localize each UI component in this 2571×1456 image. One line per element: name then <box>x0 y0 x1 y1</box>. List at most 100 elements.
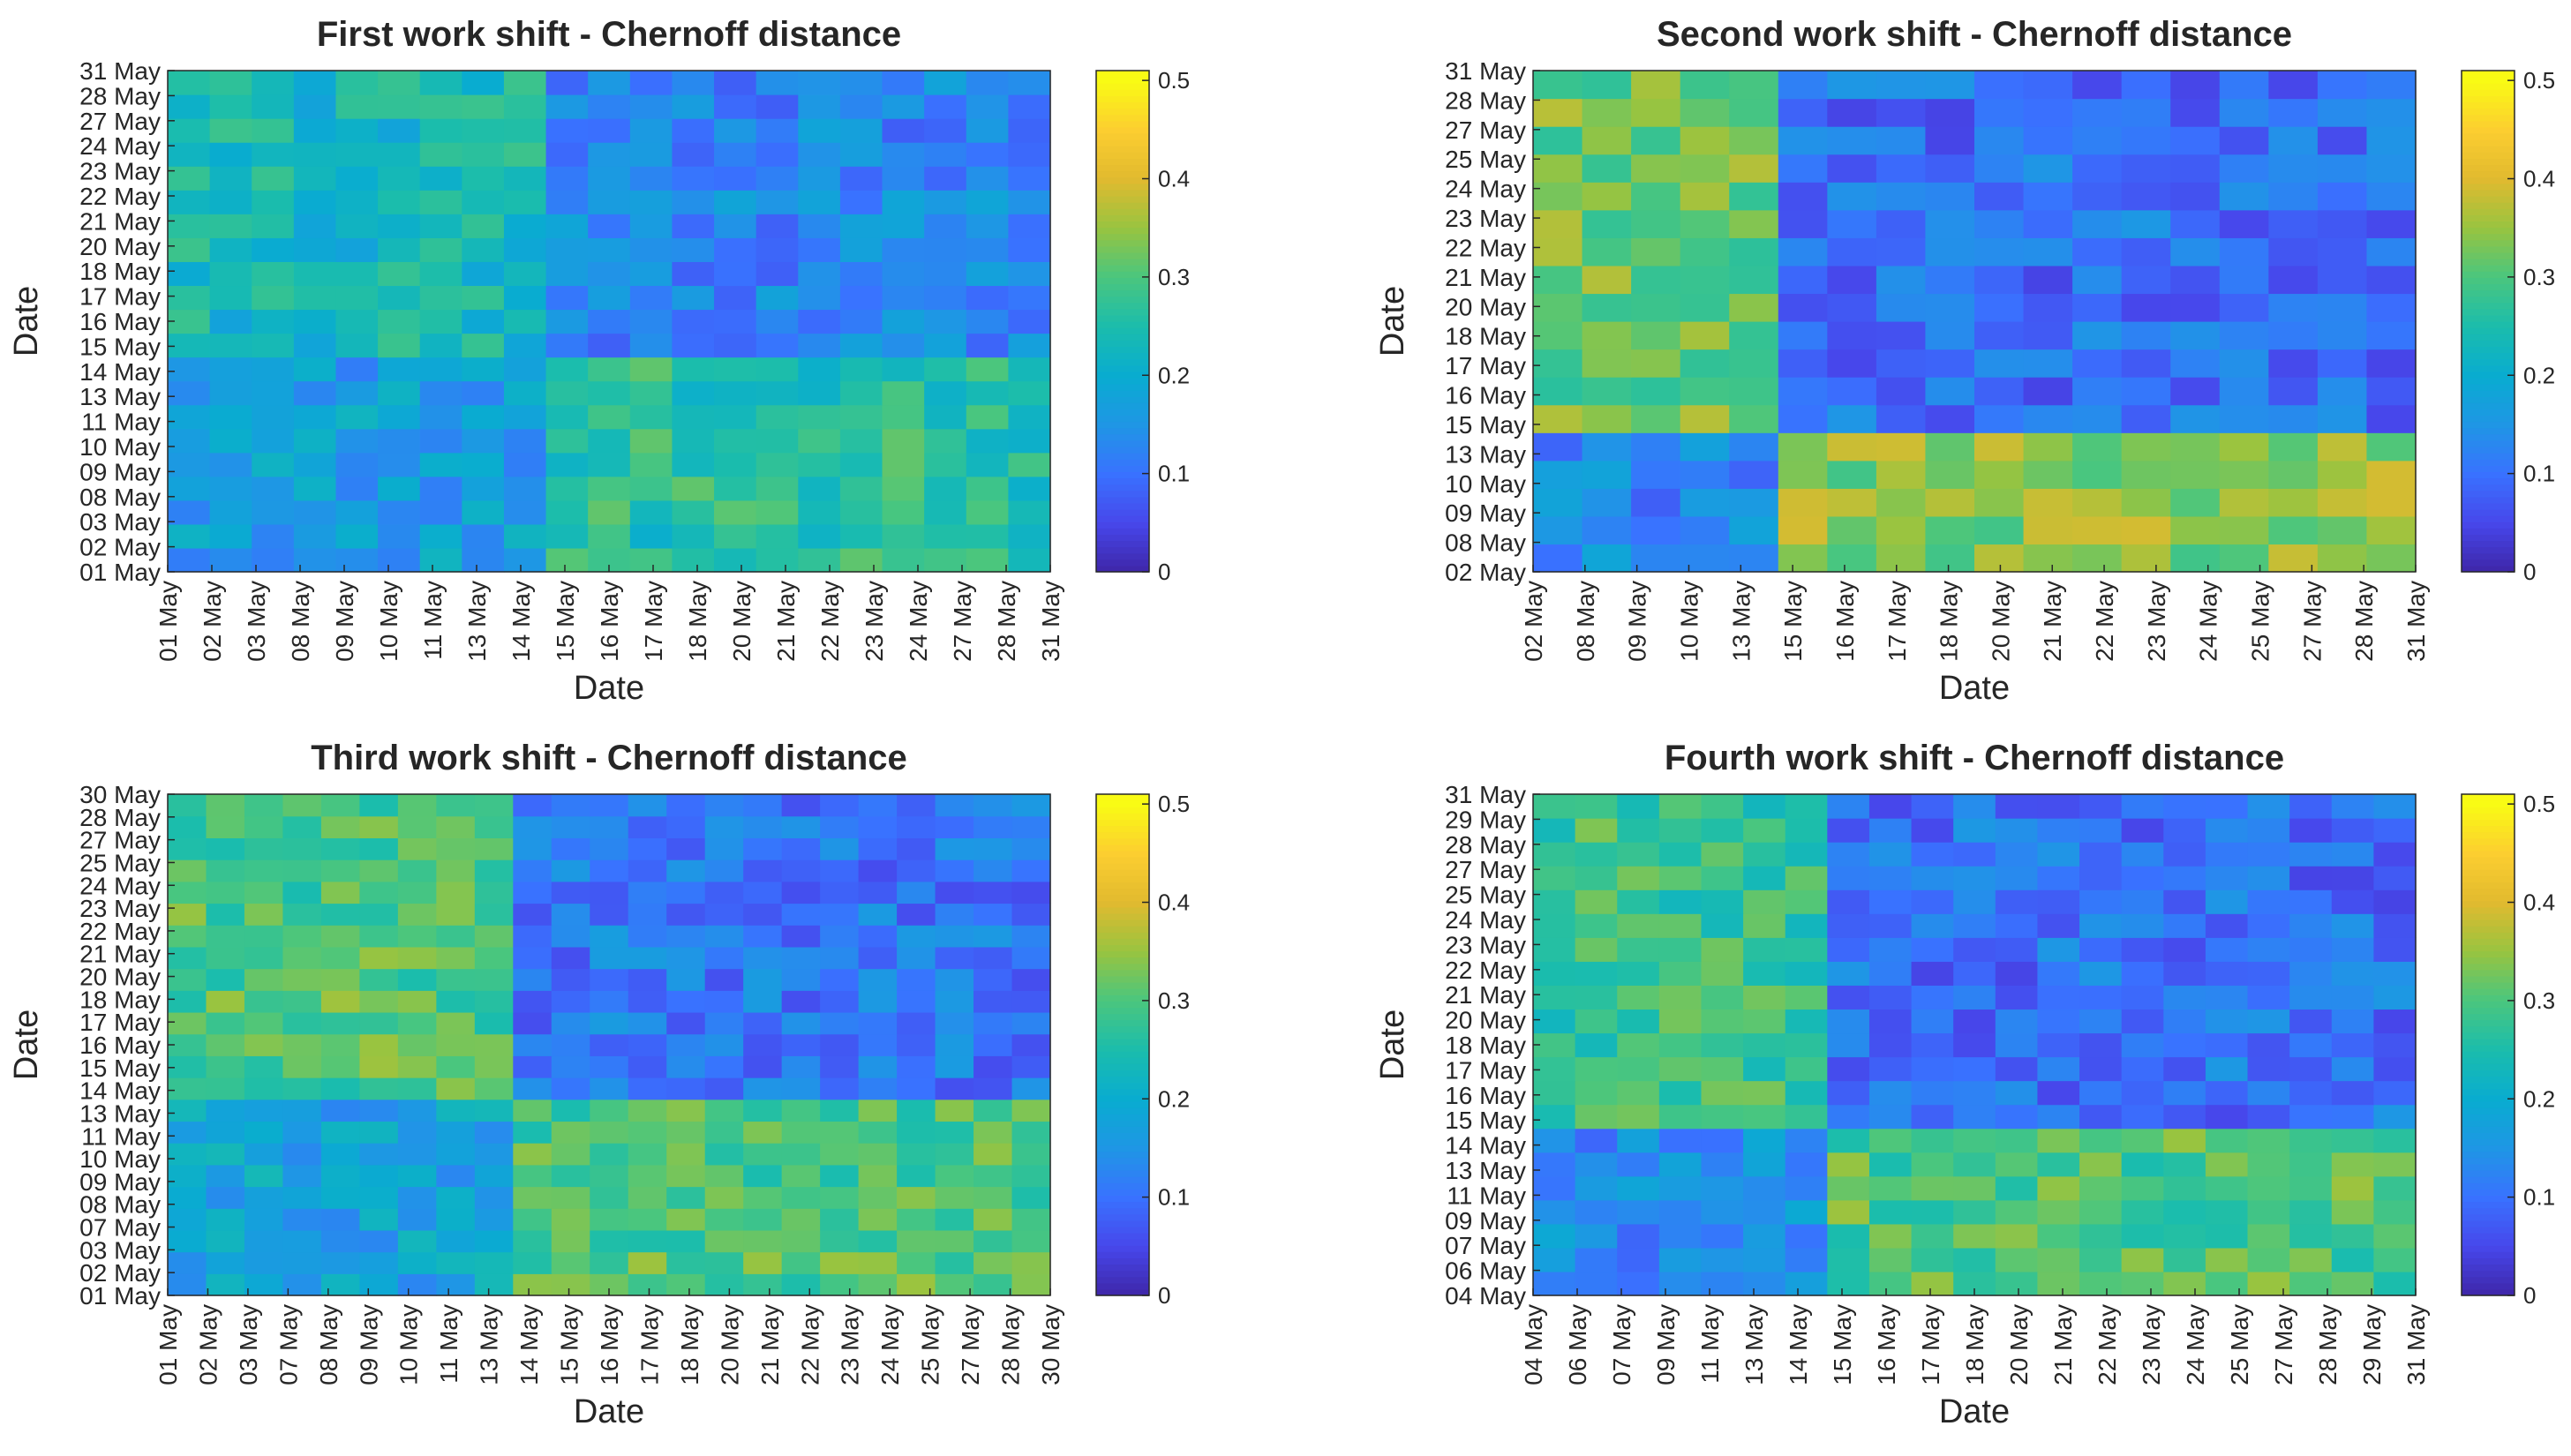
heatmap-panel-2: Second work shift - Chernoff distance02 … <box>1374 15 2555 707</box>
colorbar-segment <box>1096 1045 1149 1052</box>
heatmap-cell <box>1008 237 1051 262</box>
heatmap-cell <box>168 1164 207 1188</box>
heatmap-cell <box>1701 1247 1744 1272</box>
heatmap-cell <box>209 428 252 454</box>
heatmap-cell <box>629 309 673 334</box>
heatmap-cell <box>924 142 967 167</box>
heatmap-cell <box>2219 154 2269 183</box>
x-tick-label: 01 May <box>154 1304 182 1385</box>
heatmap-cell <box>935 1121 974 1144</box>
x-tick-label: 20 May <box>728 581 756 662</box>
y-tick-label: 27 May <box>79 827 161 854</box>
heatmap-cell <box>1876 460 1927 489</box>
heatmap-cell <box>628 946 667 970</box>
heatmap-cell <box>882 523 925 549</box>
x-tick-label: 04 May <box>1520 1304 1547 1385</box>
heatmap-cell <box>545 285 589 311</box>
heatmap-cell <box>1785 985 1828 1010</box>
heatmap-cell <box>839 356 883 382</box>
heatmap-cell <box>1911 1080 1954 1106</box>
colorbar-segment <box>2462 1239 2515 1246</box>
colorbar-segment <box>2462 552 2515 560</box>
heatmap-cell <box>206 1273 245 1296</box>
heatmap-cell <box>1778 377 1828 406</box>
heatmap-cell <box>858 946 898 970</box>
heatmap-cell <box>209 237 252 262</box>
heatmap-cell <box>2170 98 2221 127</box>
heatmap-cell <box>1533 1247 1576 1272</box>
heatmap-cell <box>1582 98 1632 127</box>
y-tick-label: 20 May <box>1445 1007 1526 1034</box>
heatmap-cell <box>282 794 322 817</box>
heatmap-cell <box>1743 1199 1786 1225</box>
heatmap-cell <box>168 837 207 860</box>
heatmap-cell <box>1729 182 1779 211</box>
heatmap-cell <box>1575 1080 1618 1106</box>
heatmap-cell <box>2366 515 2417 545</box>
heatmap-cell <box>935 837 974 860</box>
y-tick-label: 22 May <box>1445 234 1526 261</box>
heatmap-cell <box>1974 98 2025 127</box>
heatmap-cell <box>1785 937 1828 962</box>
heatmap-cell <box>1582 404 1632 433</box>
heatmap-cell <box>1658 1175 1703 1201</box>
heatmap-cell <box>1743 794 1786 819</box>
heatmap-cell <box>588 190 631 214</box>
heatmap-cell <box>2373 1152 2417 1177</box>
colorbar-segment <box>2462 1245 2515 1252</box>
heatmap-cell <box>2121 265 2171 295</box>
heatmap-cell <box>1729 515 1779 545</box>
colorbar-segment <box>2462 459 2515 466</box>
heatmap-cell <box>714 190 757 214</box>
colorbar-segment <box>1096 857 1149 864</box>
x-tick-label: 17 May <box>635 1304 663 1385</box>
heatmap-cell <box>1925 377 1975 406</box>
heatmap-cell <box>1658 1080 1703 1106</box>
heatmap-cell <box>1617 961 1660 986</box>
heatmap-cell <box>282 1011 322 1035</box>
heatmap-cell <box>704 1229 744 1253</box>
heatmap-cell <box>897 1099 936 1122</box>
heatmap-cell <box>335 309 379 334</box>
heatmap-cell <box>397 881 437 904</box>
heatmap-cell <box>474 925 514 948</box>
heatmap-cell <box>2317 432 2368 462</box>
heatmap-cell <box>551 1121 590 1144</box>
heatmap-cell <box>714 118 757 143</box>
heatmap-cell <box>419 428 462 454</box>
heatmap-cell <box>1827 937 1870 962</box>
y-tick-label: 15 May <box>79 1054 161 1082</box>
heatmap-cell <box>1953 937 1996 962</box>
heatmap-cell <box>924 380 967 406</box>
heatmap-cell <box>244 1055 284 1078</box>
heatmap-cell <box>545 214 589 238</box>
heatmap-cell <box>282 1055 322 1078</box>
heatmap-cell <box>897 903 936 926</box>
heatmap-cell <box>858 837 898 860</box>
x-tick-label: 28 May <box>993 581 1020 662</box>
x-tick-label: 17 May <box>1883 581 1911 662</box>
heatmap-cell <box>206 794 245 817</box>
heatmap-cell <box>1827 404 1877 433</box>
heatmap-cell <box>2366 126 2417 155</box>
heatmap-cell <box>1925 126 1975 155</box>
heatmap-cell <box>2121 209 2171 238</box>
heatmap-cell <box>474 1055 514 1078</box>
heatmap-cell <box>1533 1128 1576 1153</box>
heatmap-cell <box>1680 349 1730 378</box>
heatmap-cell <box>590 925 629 948</box>
heatmap-cell <box>704 815 744 838</box>
heatmap-cell <box>2072 209 2123 238</box>
heatmap-cell <box>1011 1077 1051 1100</box>
y-tick-label: 25 May <box>1445 146 1526 173</box>
heatmap-cell <box>335 285 379 311</box>
colorbar-segment <box>1096 1151 1149 1159</box>
heatmap-cell <box>2205 818 2249 843</box>
heatmap-cell <box>1911 1271 1954 1296</box>
colorbar-segment <box>1096 559 1149 567</box>
heatmap-cell <box>551 968 590 991</box>
colorbar-segment <box>1096 101 1149 109</box>
y-tick-label: 30 May <box>79 781 161 808</box>
heatmap-cell <box>2170 154 2221 183</box>
heatmap-cell <box>252 333 295 358</box>
